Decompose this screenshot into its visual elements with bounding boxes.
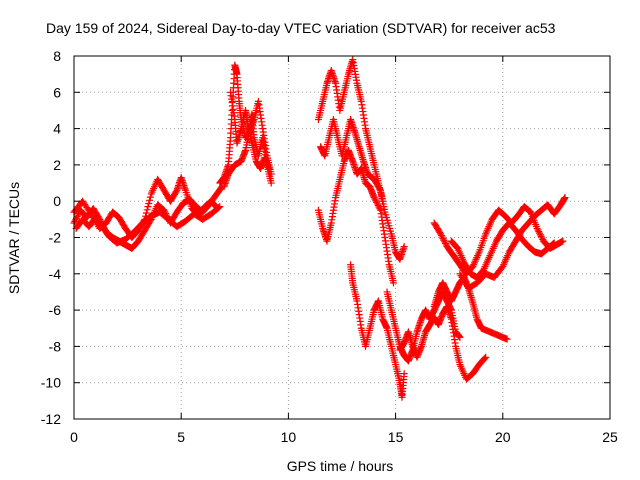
data-point — [456, 333, 464, 341]
data-point — [373, 198, 381, 206]
data-point — [144, 203, 152, 211]
y-tick-label: -2 — [49, 230, 62, 246]
x-tick-label: 0 — [70, 429, 78, 445]
data-point — [481, 354, 489, 362]
y-tick-label: 4 — [53, 121, 61, 137]
data-point — [142, 209, 150, 217]
data-point — [389, 279, 397, 287]
y-tick-label: 6 — [53, 84, 61, 100]
x-axis-label: GPS time / hours — [287, 458, 394, 474]
data-point — [437, 231, 445, 239]
data-point — [537, 232, 545, 240]
data-point — [535, 228, 543, 236]
data-point — [143, 206, 151, 214]
series-evening-3 — [430, 203, 567, 278]
data-point — [441, 238, 449, 246]
data-point — [503, 335, 511, 343]
data-point — [267, 179, 275, 187]
axis-labels: 0 5 10 15 20 25 -12 -10 -8 -6 -4 -2 0 2 4 6 8 — [41, 48, 618, 445]
data-point — [371, 195, 379, 203]
y-tick-label: 0 — [53, 193, 61, 209]
data-series — [70, 56, 569, 401]
series-early-trace-3 — [72, 203, 224, 247]
data-point — [146, 193, 154, 201]
x-tick-label: 25 — [602, 429, 618, 445]
data-point — [559, 237, 567, 245]
data-point — [71, 217, 79, 225]
data-point — [376, 205, 384, 213]
data-point — [482, 353, 490, 361]
data-point — [533, 224, 541, 232]
data-point — [265, 165, 273, 173]
series-afternoon-1 — [314, 56, 387, 205]
data-point — [536, 231, 544, 239]
axis-ticks — [73, 55, 611, 420]
data-point — [74, 211, 82, 219]
x-tick-label: 15 — [388, 429, 404, 445]
data-point — [73, 213, 81, 221]
x-tick-label: 20 — [495, 429, 511, 445]
data-point — [373, 200, 381, 208]
series-morning-peak-3 — [227, 88, 273, 173]
y-tick-label: -8 — [49, 338, 62, 354]
x-tick-label: 5 — [177, 429, 185, 445]
data-point — [549, 240, 557, 248]
data-point — [370, 194, 378, 202]
data-point — [376, 185, 384, 193]
data-point — [538, 234, 546, 242]
series-afternoon-2 — [317, 116, 408, 263]
data-point — [561, 194, 569, 202]
y-tick-label: -10 — [41, 375, 61, 391]
data-point — [438, 233, 446, 241]
y-tick-label: -6 — [49, 302, 62, 318]
data-point — [439, 235, 447, 243]
x-tick-label: 10 — [281, 429, 297, 445]
data-point — [375, 203, 383, 211]
data-point — [550, 239, 558, 247]
data-point — [441, 239, 449, 247]
series-evening-2 — [430, 273, 511, 343]
y-tick-label: -4 — [49, 266, 62, 282]
data-point — [216, 203, 224, 211]
data-point — [146, 196, 154, 204]
series-evening-1 — [396, 302, 490, 383]
data-point — [436, 229, 444, 237]
data-point — [400, 370, 408, 378]
data-point — [172, 188, 180, 196]
data-point — [72, 216, 80, 224]
data-point — [437, 230, 445, 238]
series-afternoon-4 — [347, 261, 408, 401]
data-point — [534, 226, 542, 234]
y-tick-label: 2 — [53, 157, 61, 173]
series-afternoon-3 — [314, 146, 397, 287]
y-tick-label: -12 — [41, 411, 61, 427]
data-point — [215, 204, 223, 212]
chart-title: Day 159 of 2024, Sidereal Day-to-day VTE… — [46, 20, 556, 36]
data-point — [400, 243, 408, 251]
data-point — [374, 202, 382, 210]
data-point — [549, 240, 557, 248]
data-point — [372, 197, 380, 205]
y-axis-label: SDTVAR / TECUs — [6, 182, 22, 294]
data-point — [536, 229, 544, 237]
data-point — [440, 236, 448, 244]
y-tick-label: 8 — [53, 48, 61, 64]
data-point — [145, 199, 153, 207]
series-evening-5 — [456, 194, 569, 292]
